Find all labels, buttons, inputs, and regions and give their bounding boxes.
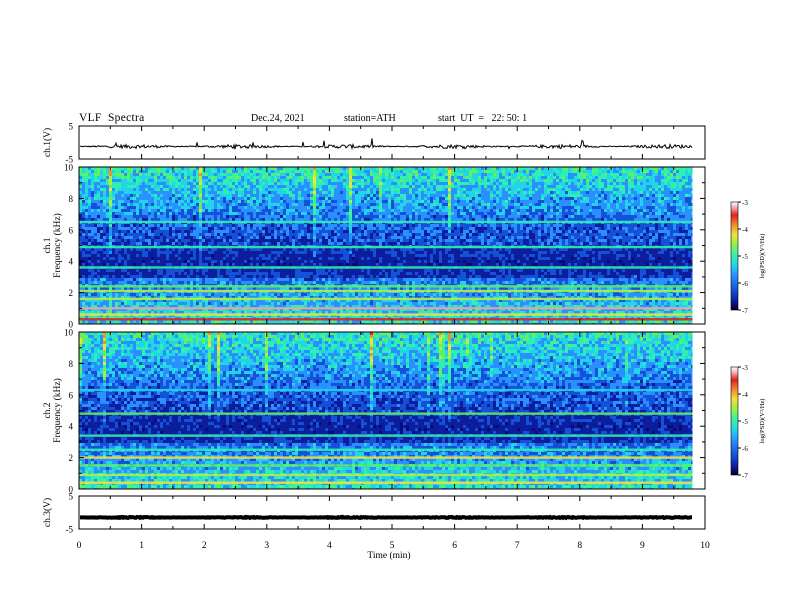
- xtick-label-4: 4: [327, 541, 332, 551]
- ch2-spectrogram-band-5: [79, 434, 693, 437]
- colorbar-1: [730, 201, 739, 311]
- ch1-spectrogram-band-4: [79, 289, 693, 293]
- ch1-spectrogram-band-1: [79, 313, 693, 316]
- start-time-label: start UT = 22: 50: 1: [438, 113, 527, 124]
- ch1-spectrogram-band-6: [79, 266, 693, 269]
- xtick-label-2: 2: [202, 541, 207, 551]
- ch2-spectrogram-nodata: [692, 332, 705, 489]
- ch1-spectrogram-ytick-label-4: 8: [69, 194, 74, 204]
- ch2-spectrogram-ylabel-1: Frequency (kHz): [52, 378, 63, 443]
- colorbar-1-tick-label-1: -4: [742, 226, 748, 234]
- ch2-spectrogram-ylabel-0: ch.2: [43, 402, 53, 418]
- colorbar-1-tick-label-3: -6: [742, 280, 748, 288]
- xtick-label-7: 7: [515, 541, 520, 551]
- ch2-spectrogram-band-7: [79, 388, 693, 392]
- ch2-spectrogram-ytick-label-3: 6: [69, 390, 74, 400]
- ch1-spectrogram-ytick-label-3: 6: [69, 225, 74, 235]
- ch1-waveform-ytick-label-0: 5: [69, 122, 74, 132]
- ch1-waveform-ytick-label-1: -5: [66, 155, 74, 165]
- xtick-label-6: 6: [452, 541, 457, 551]
- ch1-waveform-trace: [79, 138, 693, 151]
- ch1-spectrogram-nodata: [692, 167, 705, 324]
- ch2-spectrogram-band-0: [79, 481, 693, 484]
- ch1-spectrogram-ytick-label-0: 0: [69, 320, 74, 330]
- ch1-spectrogram-image: [79, 167, 705, 324]
- ch1-spectrogram-band-3: [79, 297, 693, 301]
- xtick-label-1: 1: [139, 541, 144, 551]
- ch2-spectrogram-band-6: [79, 412, 693, 415]
- ch1-spectrogram-band-2: [79, 307, 693, 310]
- ch1-spectrogram-band-7: [79, 245, 693, 249]
- ch2-spectrogram-band-2: [79, 464, 693, 467]
- colorbar-2-tick-label-4: -7: [742, 472, 748, 480]
- xaxis-title: Time (min): [367, 550, 410, 561]
- ch2-spectrogram-ytick-label-5: 10: [64, 328, 74, 338]
- colorbar-2-tick-label-1: -4: [742, 391, 748, 399]
- xtick-label-5: 5: [390, 541, 395, 551]
- xtick-label-0: 0: [77, 541, 82, 551]
- xtick-label-3: 3: [264, 541, 269, 551]
- ch1-spectrogram-ylabel-1: Frequency (kHz): [52, 213, 63, 278]
- colorbar-2-tick-label-2: -5: [742, 418, 748, 426]
- colorbar-2: [730, 366, 739, 476]
- ch2-spectrogram-band-3: [79, 456, 693, 459]
- ch2-spectrogram-ytick-label-2: 4: [69, 422, 74, 432]
- ch2-spectrogram-ytick-label-4: 8: [69, 359, 74, 369]
- colorbar-2-tick-label-0: -3: [742, 364, 748, 372]
- ch1-waveform-ylabel-0: ch.1(V): [42, 128, 53, 157]
- ch2-spectrogram-ytick-label-1: 2: [69, 453, 74, 463]
- ch1-spectrogram-ytick-label-1: 2: [69, 288, 74, 298]
- xtick-label-8: 8: [577, 541, 582, 551]
- xtick-label-10: 10: [700, 541, 710, 551]
- colorbar-2-tick-label-3: -6: [742, 445, 748, 453]
- ch1-spectrogram-band-8: [79, 220, 693, 224]
- ch1-spectrogram-ylabel-0: ch.1: [43, 237, 53, 253]
- ch1-spectrogram-ytick-label-2: 4: [69, 257, 74, 267]
- ch3-waveform-ytick-label-0: 5: [69, 492, 74, 502]
- ch2-spectrogram-band-4: [79, 448, 693, 451]
- colorbar-1-tick-label-4: -7: [742, 307, 748, 315]
- station-label: station=ATH: [344, 113, 396, 124]
- ch2-spectrogram-image: [79, 332, 705, 489]
- xtick-label-9: 9: [640, 541, 645, 551]
- ch1-spectrogram-band-5: [79, 285, 693, 288]
- ch3-waveform-ytick-label-1: -5: [66, 525, 74, 535]
- figure-title: VLF Spectra: [79, 112, 145, 124]
- ch1-spectrogram-band-0: [79, 318, 693, 321]
- colorbar-1-tick-label-0: -3: [742, 199, 748, 207]
- ch2-spectrogram-ytick-label-0: 0: [69, 485, 74, 495]
- colorbar-2-label: log(PSD)(V²/Hz): [759, 399, 766, 444]
- date-label: Dec.24, 2021: [251, 113, 305, 124]
- ch2-spectrogram-band-1: [79, 473, 693, 477]
- colorbar-1-tick-label-2: -5: [742, 253, 748, 261]
- ch1-spectrogram-ytick-label-5: 10: [64, 163, 74, 173]
- ch3-waveform-trace: [80, 514, 692, 521]
- colorbar-1-label: log(PSD)(V²/Hz): [759, 234, 766, 279]
- ch3-waveform-ylabel-0: ch.3(V): [42, 498, 53, 527]
